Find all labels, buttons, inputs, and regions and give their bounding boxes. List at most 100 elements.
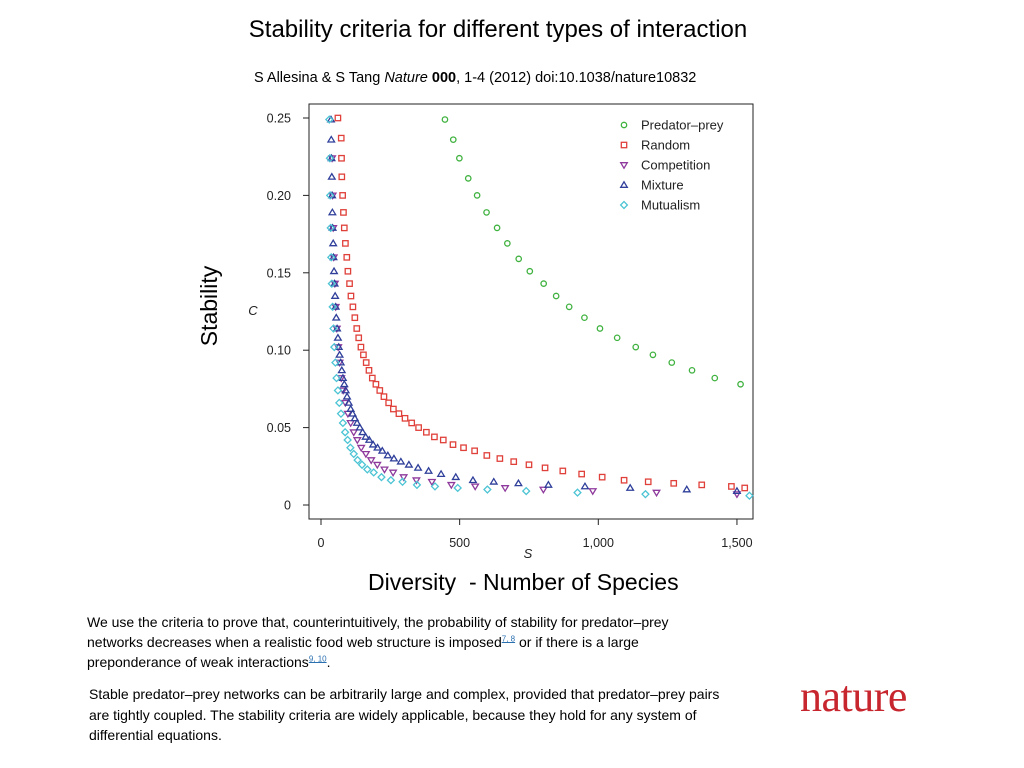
legend-marker-triangle-down <box>619 162 629 170</box>
data-point <box>343 435 352 445</box>
data-point <box>349 449 359 459</box>
data-point <box>552 292 560 300</box>
data-point <box>334 398 344 408</box>
data-point <box>340 224 348 232</box>
data-point <box>625 483 635 491</box>
data-point <box>451 472 461 481</box>
data-point <box>326 223 336 233</box>
data-point <box>411 477 421 485</box>
data-point <box>361 450 371 459</box>
x-axis-label: S <box>524 546 533 561</box>
data-point <box>377 472 386 482</box>
data-point <box>453 483 463 493</box>
data-point <box>346 404 356 412</box>
data-point <box>329 324 338 333</box>
data-point <box>688 366 696 374</box>
caption-paragraph-2: Stable predator–prey networks can be arb… <box>89 686 720 743</box>
data-point <box>515 255 523 263</box>
data-point <box>338 173 346 181</box>
data-point <box>341 385 351 394</box>
data-point <box>360 351 367 359</box>
data-point <box>415 424 422 431</box>
data-point <box>395 410 403 418</box>
data-point <box>346 420 356 428</box>
data-point <box>728 483 735 490</box>
stability-label: Stability <box>196 265 222 347</box>
caption-text-a: We use the criteria to prove that, count… <box>87 614 669 650</box>
data-point <box>364 435 374 443</box>
data-point <box>732 491 742 499</box>
data-point <box>344 398 354 406</box>
data-point <box>331 302 341 310</box>
data-point <box>347 292 355 300</box>
data-point <box>368 440 378 448</box>
data-point <box>327 279 337 288</box>
data-point <box>513 478 523 487</box>
data-point <box>460 444 467 452</box>
y-tick-label: 0.25 <box>267 112 291 126</box>
data-point <box>372 380 380 388</box>
data-point <box>698 481 706 489</box>
data-point <box>489 477 499 485</box>
data-point <box>380 393 388 400</box>
data-point <box>327 207 337 216</box>
data-point <box>613 334 621 342</box>
x-axis: 0 500 1,000 1,500 <box>318 519 753 550</box>
data-point <box>357 460 367 470</box>
reference-link-7-8[interactable]: 7, 8 <box>501 634 516 644</box>
data-point <box>366 457 376 465</box>
data-point <box>538 486 548 494</box>
data-point <box>385 399 393 407</box>
data-point <box>483 485 492 494</box>
y-axis: 0 0.05 0.10 0.15 0.20 0.25 <box>267 112 309 513</box>
data-point <box>483 452 491 459</box>
data-point <box>357 343 365 351</box>
data-point <box>327 172 337 180</box>
data-point <box>390 405 397 413</box>
legend-marker-diamond <box>619 200 629 210</box>
data-point <box>352 437 362 445</box>
data-point <box>682 485 692 493</box>
slide-title: Stability criteria for different types o… <box>248 16 748 43</box>
data-point <box>355 334 363 342</box>
legend-label: Competition <box>641 158 710 173</box>
data-point <box>340 427 350 437</box>
data-point <box>620 476 628 484</box>
caption-text-c: . <box>326 654 331 670</box>
data-point <box>334 114 342 122</box>
data-points <box>324 114 754 501</box>
data-point <box>346 280 353 287</box>
y-tick-label: 0.10 <box>267 344 291 358</box>
data-point <box>328 302 337 312</box>
data-point <box>412 480 422 490</box>
data-point <box>503 240 511 247</box>
reference-link-9-10[interactable]: 9, 10 <box>308 654 327 664</box>
data-point <box>329 342 339 352</box>
legend-label: Predator–prey <box>641 118 724 133</box>
data-point <box>362 359 370 366</box>
data-point <box>521 486 531 496</box>
data-point <box>580 481 590 490</box>
y-tick-label: 0.20 <box>267 189 291 203</box>
x-tick-label: 0 <box>318 536 325 550</box>
x-tick-label: 1,000 <box>583 536 614 550</box>
data-point <box>540 280 548 287</box>
data-point <box>330 279 340 287</box>
nature-logo: nature <box>800 672 907 721</box>
data-point <box>436 469 446 477</box>
diversity-label: Diversity - Number of Species <box>368 569 679 595</box>
data-point <box>652 489 661 498</box>
data-point <box>328 238 338 247</box>
legend-label: Random <box>641 138 690 153</box>
data-point <box>361 432 371 440</box>
data-point <box>358 427 368 436</box>
x-tick-label: 500 <box>449 536 470 550</box>
data-point <box>346 443 355 453</box>
data-point <box>408 419 416 427</box>
data-point <box>541 464 549 472</box>
data-point <box>596 325 604 332</box>
data-point <box>353 455 362 465</box>
caption-paragraph-1: We use the criteria to prove that, count… <box>87 612 727 672</box>
data-point <box>470 483 480 491</box>
